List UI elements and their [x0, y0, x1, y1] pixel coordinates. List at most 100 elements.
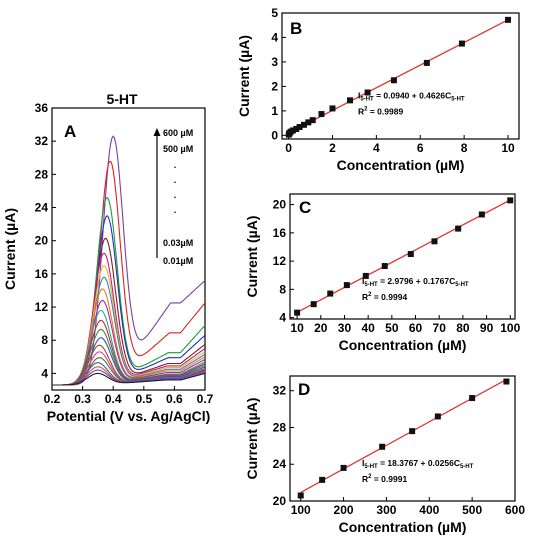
equation-lead: I: [362, 276, 364, 286]
data-point: [305, 119, 312, 126]
r-squared: R2 = 0.9991: [362, 474, 407, 484]
x-tick-label: 8: [461, 141, 468, 155]
x-tick-label: 200: [334, 503, 354, 517]
x-axis-title: Concentration (µM): [339, 337, 467, 353]
x-tick-label: 0.5: [135, 392, 152, 406]
y-tick-label: 1: [271, 104, 278, 118]
data-point: [310, 301, 317, 308]
panel-letter: D: [298, 380, 310, 399]
panel-letter: C: [299, 198, 311, 217]
y-axis-title: Current (µA): [244, 216, 260, 298]
ellipsis-dot: .: [174, 160, 177, 170]
y-tick-label: 3: [271, 55, 278, 69]
data-point: [505, 16, 512, 23]
ellipsis-dot: .: [174, 190, 177, 200]
y-tick-label: 12: [273, 254, 287, 268]
r-squared-lead: R: [362, 292, 368, 302]
r-squared-body: = 0.9991: [371, 474, 407, 484]
x-tick-label: 2: [329, 141, 336, 155]
y-tick-label: 36: [35, 101, 49, 115]
data-point: [347, 97, 354, 104]
ellipsis-dot: .: [174, 175, 177, 185]
panel-c: 10 20 30 40 50 60 70 80 90 100 4 8 12 16 20 Concentrati…: [244, 193, 521, 353]
data-point: [319, 476, 326, 483]
x-tick-label: 0.7: [197, 392, 214, 406]
x-tick-label: 60: [409, 321, 423, 335]
y-tick-label: 12: [35, 300, 49, 314]
y-tick-label: 28: [273, 420, 287, 434]
r-squared: R2 = 0.9994: [362, 292, 407, 302]
x-tick-label: 90: [480, 321, 494, 335]
data-point: [407, 251, 414, 258]
x-tick-label: 80: [456, 321, 470, 335]
x-tick-label: 0.4: [105, 392, 122, 406]
y-axis-title: Current (µA): [236, 35, 252, 117]
x-tick-label: 400: [419, 503, 439, 517]
y-tick-label: 4: [41, 366, 48, 380]
y-tick-label: 2: [271, 79, 278, 93]
x-tick-label: 600: [505, 503, 525, 517]
y-tick-label: 4: [279, 311, 286, 325]
equation-subscript: 5-HT: [364, 282, 378, 288]
data-point: [293, 125, 300, 132]
data-point: [434, 413, 441, 420]
equation-subscript: 5-HT: [460, 464, 474, 470]
plot-frame: [281, 12, 520, 140]
y-tick-label: 28: [35, 167, 49, 181]
y-tick-label: 4: [271, 30, 278, 44]
panel-d: 100 200 300 400 500 600 20 24 28 32 Concentration …: [244, 375, 525, 535]
equation-body: = 2.9796 + 0.1767C: [378, 276, 456, 286]
equation-subscript: 5-HT: [360, 97, 374, 103]
r-squared-body: = 0.9994: [371, 292, 407, 302]
x-axis-title: Concentration (µM): [337, 157, 465, 173]
data-point: [340, 464, 347, 471]
y-tick-label: 24: [273, 457, 287, 471]
data-point: [431, 238, 438, 245]
y-tick-label: 20: [273, 494, 287, 508]
x-tick-label: 0.2: [44, 392, 61, 406]
dpv-curve: [52, 372, 206, 386]
y-tick-label: 32: [35, 134, 49, 148]
r-squared-lead: R: [362, 474, 368, 484]
data-point: [329, 105, 336, 112]
ellipsis-dot: .: [174, 205, 177, 215]
x-tick-label: 4: [373, 141, 380, 155]
y-tick-label: 32: [273, 384, 287, 398]
data-point: [507, 197, 514, 204]
y-axis-title: Current (µA): [244, 398, 260, 480]
data-point: [379, 443, 386, 450]
panels-group: 0.2 0.3 0.4 0.5 0.6 0.74812162024283236Potent…: [2, 6, 525, 535]
data-point: [390, 77, 397, 84]
x-tick-label: 100: [500, 321, 520, 335]
concentration-label: 0.03µM: [163, 238, 193, 248]
data-point: [478, 211, 485, 218]
data-point: [362, 272, 369, 279]
panel-letter: A: [64, 122, 76, 141]
equation-subscript: 5-HT: [364, 464, 378, 470]
y-tick-label: 20: [35, 234, 49, 248]
panel-a: 0.2 0.3 0.4 0.5 0.6 0.7 4 8 12 16 20 24 28 32 36 Potent…: [2, 91, 214, 424]
y-axis-title: Current (µA): [2, 208, 18, 290]
x-tick-label: 6: [417, 141, 424, 155]
y-tick-label: 5: [271, 6, 278, 20]
y-tick-label: 8: [41, 333, 48, 347]
regression-equation: I5-HT = 2.9796 + 0.1767C5-HT: [362, 276, 469, 288]
y-tick-label: 20: [273, 198, 287, 212]
x-tick-label: 50: [385, 321, 399, 335]
dpv-curve: [52, 135, 206, 386]
x-axis-title: Concentration (µM): [339, 519, 467, 535]
concentration-label: 500 µM: [163, 144, 193, 154]
x-tick-label: 0.3: [74, 392, 91, 406]
equation-lead: I: [362, 458, 364, 468]
panel-letter: B: [290, 19, 302, 38]
r-squared: R2 = 0.9989: [358, 107, 403, 117]
y-tick-label: 24: [35, 201, 49, 215]
data-point: [455, 225, 462, 232]
data-point: [458, 40, 465, 47]
data-point: [296, 124, 303, 131]
y-tick-label: 16: [35, 267, 49, 281]
data-point: [343, 282, 350, 289]
x-tick-label: 500: [462, 503, 482, 517]
data-point: [309, 117, 316, 124]
